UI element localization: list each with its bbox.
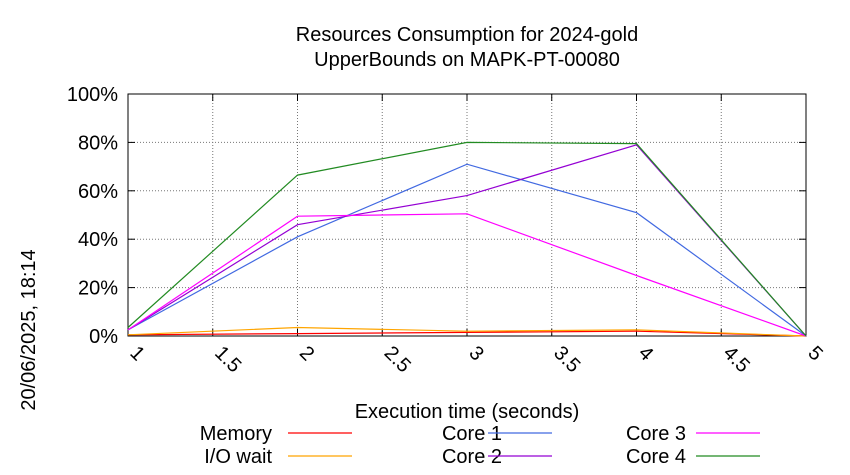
- series-line-core-4: [127, 141, 807, 337]
- y-tick-label: 20%: [78, 278, 118, 300]
- y-tick-label: 100%: [67, 84, 118, 106]
- series-line-core-1: [127, 163, 807, 337]
- x-axis-label: Execution time (seconds): [355, 401, 580, 423]
- x-tick-label: 4.5: [719, 342, 754, 377]
- x-tick-label: 2: [295, 342, 318, 365]
- legend-label: I/O wait: [204, 446, 272, 468]
- y-tick-label: 0%: [89, 326, 118, 348]
- x-tick-label: 5: [803, 342, 826, 365]
- x-tick-label: 1.5: [210, 342, 245, 377]
- x-tick-label: 2.5: [380, 342, 415, 377]
- series-lines: [127, 141, 807, 337]
- chart-title-line-2: UpperBounds on MAPK-PT-00080: [314, 49, 620, 71]
- legend-label: Core 3: [626, 423, 686, 445]
- x-tick-label: 1: [125, 342, 148, 365]
- series-line-i-o-wait: [127, 326, 807, 337]
- x-tick-label: 3: [464, 342, 487, 365]
- series-line-core-3: [127, 213, 807, 337]
- y-tick-label: 40%: [78, 229, 118, 251]
- y-tick-label: 80%: [78, 132, 118, 154]
- legend-label: Core 1: [442, 423, 502, 445]
- y-tick-label: 60%: [78, 181, 118, 203]
- x-tick-label: 3.5: [549, 342, 584, 377]
- x-tick-label: 4: [634, 342, 657, 365]
- legend-label: Memory: [200, 423, 272, 445]
- timestamp-label: 20/06/2025, 18:14: [18, 249, 40, 410]
- legend-label: Core 4: [626, 446, 686, 468]
- legend-label: Core 2: [442, 446, 502, 468]
- series-line-memory: [127, 330, 807, 337]
- y-axis: 0% 20% 40% 60% 80% 100%: [67, 84, 806, 348]
- chart-title-line-1: Resources Consumption for 2024-gold: [296, 24, 638, 46]
